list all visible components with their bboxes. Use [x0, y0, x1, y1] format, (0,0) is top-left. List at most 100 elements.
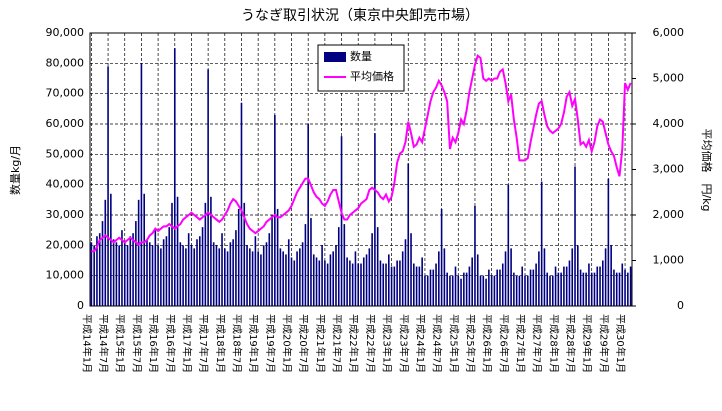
bar: [121, 230, 123, 306]
bar: [429, 269, 432, 306]
x-tick-label: 平成15年7月: [130, 314, 143, 373]
bar: [218, 248, 221, 306]
bar: [93, 245, 95, 306]
plot-frame: [89, 32, 633, 307]
bar: [349, 260, 351, 306]
bar: [621, 263, 624, 306]
bar: [485, 278, 487, 306]
bar: [554, 266, 557, 306]
bar: [154, 230, 157, 306]
bar: [438, 251, 440, 306]
x-tick-label: 平成23年1月: [381, 314, 394, 373]
y-tick-label: 70,000: [46, 87, 85, 100]
bar: [246, 245, 248, 306]
bar: [168, 227, 171, 306]
bar: [260, 254, 262, 306]
bar: [593, 272, 596, 306]
bar: [193, 248, 196, 306]
bar: [129, 236, 132, 306]
bar: [324, 260, 326, 306]
x-tick-label: 平成21年1月: [314, 314, 327, 373]
bar: [249, 248, 251, 306]
bar: [513, 272, 515, 306]
bar: [126, 245, 129, 306]
x-tick-label: 平成27年1月: [514, 314, 527, 373]
bar: [265, 242, 268, 306]
bar: [201, 227, 204, 306]
bar: [326, 263, 329, 306]
bar: [101, 221, 104, 306]
bar: [165, 236, 168, 306]
bar: [282, 251, 284, 306]
bar: [387, 254, 390, 306]
x-tick-label: 平成22年1月: [347, 314, 360, 373]
bar: [257, 251, 259, 306]
bar: [460, 278, 462, 306]
bar: [346, 257, 348, 306]
bar: [182, 245, 184, 306]
bar: [98, 233, 101, 306]
bar: [204, 202, 207, 306]
y-tick-label: 50,000: [46, 147, 85, 160]
bar: [490, 275, 493, 306]
x-tick-label: 平成19年7月: [264, 314, 277, 373]
bar: [276, 208, 279, 306]
bar: [521, 266, 524, 306]
bar: [510, 248, 512, 306]
bar: [90, 242, 93, 306]
x-tick-label: 平成23年7月: [397, 314, 410, 373]
bar: [187, 233, 190, 306]
bar: [432, 269, 435, 306]
bar: [538, 251, 540, 306]
bar: [321, 245, 323, 306]
bar: [596, 266, 599, 306]
x-tick-label: 平成26年1月: [481, 314, 494, 373]
bar: [371, 233, 373, 306]
bar: [610, 245, 612, 306]
bar: [251, 251, 254, 306]
bar: [301, 242, 304, 306]
bar: [296, 251, 298, 306]
bar: [315, 257, 318, 306]
bar: [207, 69, 209, 307]
bar: [435, 263, 437, 306]
bar: [488, 269, 490, 306]
bar: [318, 260, 321, 306]
y2-tick-label: 6,000: [653, 26, 685, 39]
bar: [271, 215, 273, 306]
bar: [590, 272, 593, 306]
bar: [215, 245, 218, 306]
bar: [479, 275, 482, 306]
bar: [140, 63, 143, 307]
bar: [285, 254, 287, 306]
y2-tick-label: 3,000: [653, 163, 685, 176]
bar: [160, 248, 162, 306]
bar: [588, 263, 590, 306]
bar: [354, 251, 357, 306]
bar: [535, 263, 537, 306]
legend-label: 数量: [350, 50, 372, 63]
x-tick-label: 平成20年1月: [281, 314, 294, 373]
bar: [546, 272, 549, 306]
bar: [151, 245, 154, 306]
bar: [446, 272, 448, 306]
bar: [332, 251, 335, 306]
y2-tick-label: 0: [677, 299, 684, 312]
bar: [524, 275, 526, 306]
bar: [399, 260, 401, 306]
x-tick-label: 平成28年1月: [547, 314, 560, 373]
bar: [401, 251, 404, 306]
y-tick-label: 40,000: [46, 178, 85, 191]
bar: [110, 193, 112, 306]
bar: [457, 275, 460, 306]
bar: [499, 269, 501, 306]
bar: [471, 257, 473, 306]
bar: [137, 199, 140, 306]
bar: [407, 163, 410, 306]
x-tick-label: 平成15年1月: [114, 314, 127, 373]
x-tick-label: 平成26年7月: [497, 314, 510, 373]
bar: [162, 239, 165, 306]
bar: [393, 266, 396, 306]
bar: [171, 202, 173, 306]
bar: [515, 275, 518, 306]
